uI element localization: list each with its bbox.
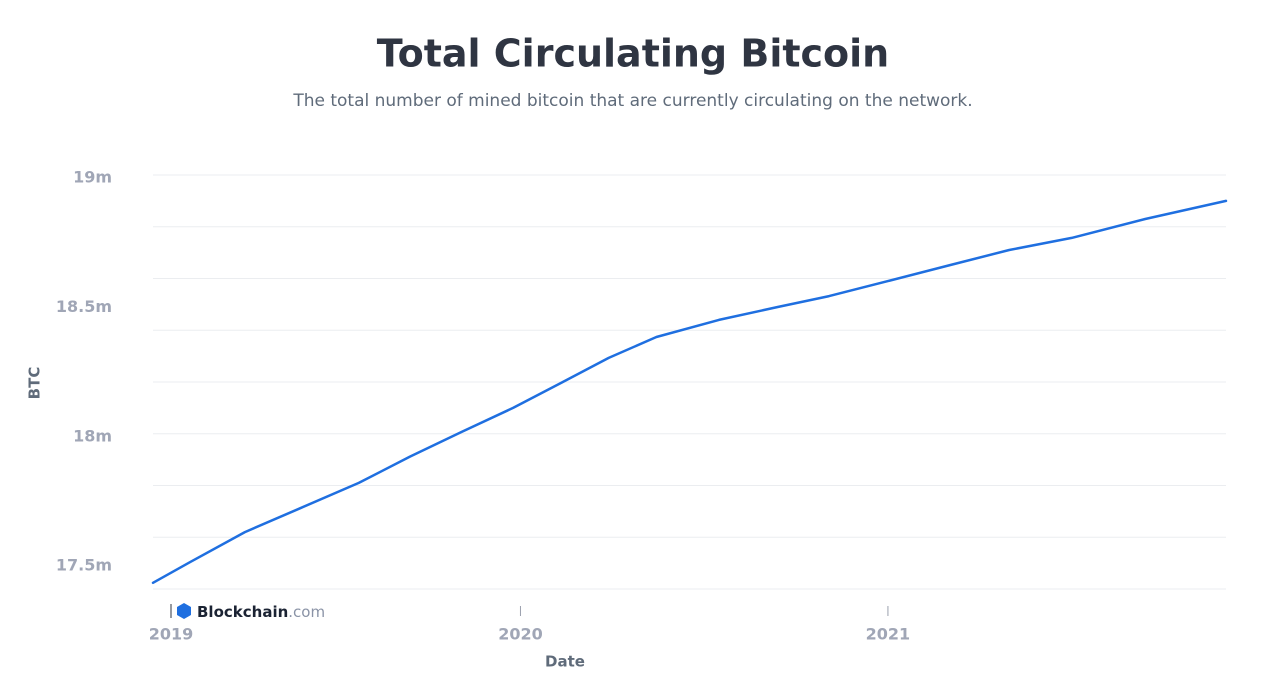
chart-subtitle: The total number of mined bitcoin that a… bbox=[292, 91, 972, 111]
chart-title: Total Circulating Bitcoin bbox=[377, 32, 889, 76]
brand-name: Blockchain.com bbox=[197, 603, 325, 621]
y-tick-label: 18m bbox=[73, 426, 112, 445]
brand-icon bbox=[177, 603, 191, 619]
data-line bbox=[151, 199, 1228, 585]
y-tick-label: 19m bbox=[73, 168, 112, 187]
x-axis-label: Date bbox=[545, 653, 585, 671]
x-tick-label: 2021 bbox=[866, 625, 911, 644]
y-tick-label: 17.5m bbox=[56, 556, 112, 575]
x-tick-label: 2020 bbox=[498, 625, 543, 644]
brand-name-text: Blockchain bbox=[197, 603, 288, 621]
y-axis-label: BTC bbox=[26, 367, 44, 400]
branding: Blockchain.com bbox=[170, 603, 325, 621]
brand-suffix: .com bbox=[288, 603, 325, 621]
y-tick-label: 18.5m bbox=[56, 297, 112, 316]
x-tick-label: 2019 bbox=[149, 625, 194, 644]
